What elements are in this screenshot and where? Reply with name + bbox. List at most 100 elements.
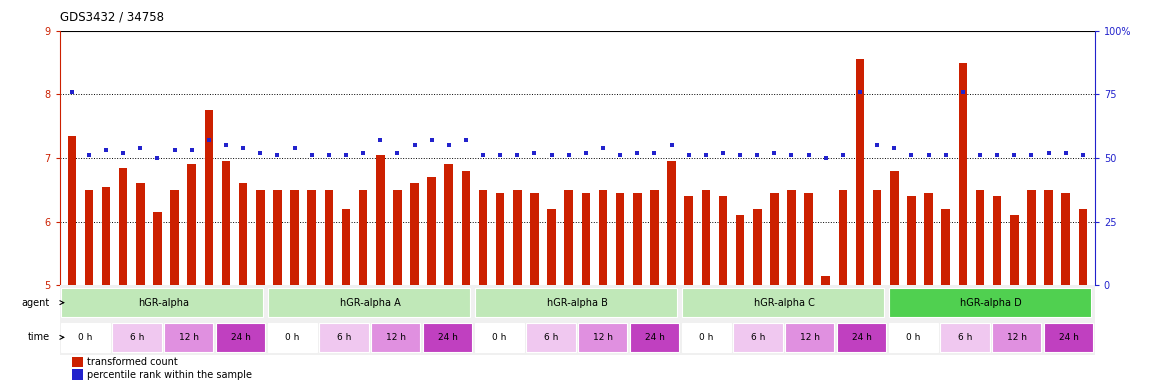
Bar: [890, 171, 898, 285]
Text: 24 h: 24 h: [645, 333, 665, 342]
Bar: [164, 323, 214, 352]
Bar: [753, 209, 761, 285]
Bar: [959, 63, 967, 285]
Point: [371, 137, 390, 143]
Text: 0 h: 0 h: [285, 333, 300, 342]
Text: percentile rank within the sample: percentile rank within the sample: [86, 369, 252, 379]
Bar: [925, 193, 933, 285]
Bar: [423, 323, 473, 352]
Point: [320, 152, 338, 159]
Bar: [770, 193, 779, 285]
Bar: [1061, 193, 1070, 285]
Bar: [942, 209, 950, 285]
Bar: [475, 288, 677, 317]
Point: [79, 152, 98, 159]
Point: [337, 152, 355, 159]
Bar: [411, 184, 419, 285]
Bar: [187, 164, 196, 285]
Point: [560, 152, 578, 159]
Point: [851, 89, 869, 95]
Point: [834, 152, 852, 159]
Text: 6 h: 6 h: [958, 333, 973, 342]
Bar: [565, 190, 573, 285]
Point: [457, 137, 475, 143]
Bar: [650, 190, 659, 285]
Bar: [788, 190, 796, 285]
Bar: [445, 164, 453, 285]
Text: 12 h: 12 h: [1007, 333, 1027, 342]
Bar: [821, 276, 830, 285]
Bar: [72, 357, 83, 367]
Bar: [992, 323, 1041, 352]
Bar: [118, 167, 128, 285]
Point: [491, 152, 509, 159]
Text: 12 h: 12 h: [593, 333, 613, 342]
Point: [799, 152, 818, 159]
Point: [285, 145, 304, 151]
Point: [1022, 152, 1041, 159]
Point: [1057, 150, 1075, 156]
Bar: [547, 209, 555, 285]
Text: 0 h: 0 h: [906, 333, 921, 342]
Point: [114, 150, 132, 156]
Point: [919, 152, 937, 159]
Point: [714, 150, 733, 156]
Text: 12 h: 12 h: [386, 333, 406, 342]
Bar: [85, 190, 93, 285]
Bar: [1044, 323, 1092, 352]
Point: [868, 142, 887, 148]
Text: hGR-alpha B: hGR-alpha B: [547, 298, 607, 308]
Bar: [667, 161, 676, 285]
Point: [576, 150, 595, 156]
Text: 24 h: 24 h: [1059, 333, 1079, 342]
Point: [508, 152, 527, 159]
Bar: [513, 190, 522, 285]
Bar: [371, 323, 421, 352]
Bar: [61, 288, 263, 317]
Bar: [72, 369, 83, 380]
Point: [1005, 152, 1024, 159]
Text: time: time: [28, 332, 49, 343]
Point: [953, 89, 972, 95]
Bar: [975, 190, 984, 285]
Bar: [222, 161, 230, 285]
Point: [628, 150, 646, 156]
Point: [131, 145, 150, 151]
Bar: [599, 190, 607, 285]
Point: [971, 152, 989, 159]
Bar: [682, 288, 884, 317]
Text: 12 h: 12 h: [179, 333, 199, 342]
Bar: [1027, 190, 1036, 285]
Bar: [837, 323, 886, 352]
Text: 0 h: 0 h: [699, 333, 714, 342]
Bar: [428, 177, 436, 285]
Point: [422, 137, 440, 143]
Bar: [719, 196, 727, 285]
Bar: [205, 110, 213, 285]
Bar: [682, 323, 731, 352]
Bar: [736, 215, 744, 285]
Bar: [873, 190, 881, 285]
Point: [593, 145, 612, 151]
Bar: [290, 190, 299, 285]
Point: [148, 155, 167, 161]
Bar: [274, 190, 282, 285]
Text: hGR-alpha C: hGR-alpha C: [754, 298, 814, 308]
Bar: [616, 193, 624, 285]
Bar: [785, 323, 834, 352]
Bar: [684, 196, 693, 285]
Text: hGR-alpha A: hGR-alpha A: [340, 298, 400, 308]
Bar: [376, 155, 384, 285]
Point: [251, 150, 269, 156]
Bar: [113, 323, 161, 352]
Bar: [153, 212, 162, 285]
Bar: [1079, 209, 1087, 285]
Point: [731, 152, 750, 159]
Point: [439, 142, 458, 148]
Bar: [889, 323, 938, 352]
Point: [233, 145, 252, 151]
Point: [1040, 150, 1058, 156]
Text: transformed count: transformed count: [86, 358, 177, 367]
Text: hGR-alpha D: hGR-alpha D: [960, 298, 1022, 308]
Text: 6 h: 6 h: [337, 333, 352, 342]
